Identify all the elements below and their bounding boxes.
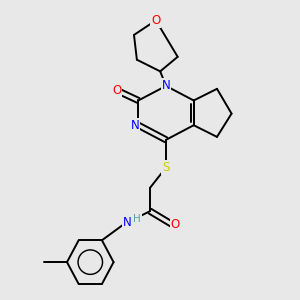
Text: O: O (171, 218, 180, 231)
Text: O: O (112, 84, 121, 97)
Text: N: N (130, 119, 139, 132)
Text: S: S (162, 161, 170, 174)
Text: N: N (162, 80, 170, 92)
Text: N: N (123, 216, 132, 229)
Text: O: O (151, 14, 160, 27)
Text: H: H (133, 214, 141, 224)
